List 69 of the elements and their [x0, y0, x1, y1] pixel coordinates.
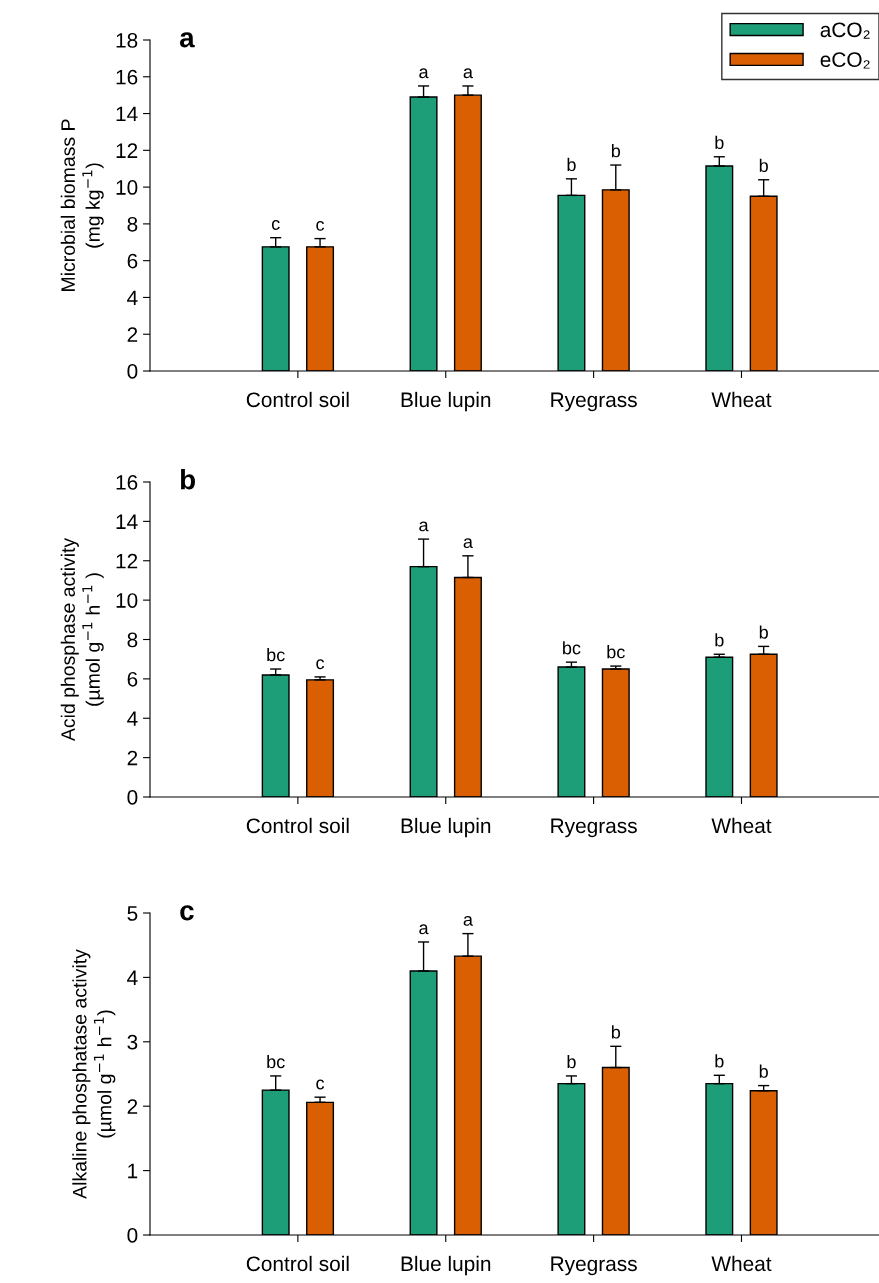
data-label: b: [759, 158, 768, 173]
y-tick-label: 10: [116, 593, 138, 608]
data-label: a: [419, 924, 429, 935]
y-tick-label: 2: [127, 1099, 138, 1114]
y-tick-label: 0: [127, 1228, 138, 1243]
x-tick-label: Control soil: [246, 817, 349, 834]
x-tick-label: Wheat: [711, 1255, 772, 1272]
y-tick-label: 6: [127, 253, 138, 269]
y-tick-label: 2: [127, 327, 138, 342]
data-label: bc: [267, 1054, 285, 1069]
y-tick-label: 2: [127, 750, 138, 766]
legend-label: aCO₂: [820, 22, 870, 39]
y-tick-label: 4: [127, 290, 138, 305]
x-tick-label: Ryegrass: [551, 818, 637, 838]
data-label: a: [463, 915, 473, 926]
x-tick-label: Control soil: [246, 1255, 349, 1272]
y-tick-label: 12: [116, 553, 138, 569]
data-label: a: [419, 521, 429, 532]
y-tick-label: 14: [116, 106, 138, 122]
x-tick-label: Control soil: [246, 391, 349, 408]
y-tick-label: 10: [116, 180, 138, 195]
y-axis-title: Microbial biomass P (mg kg$^{−1}$): [60, 119, 104, 291]
data-label: c: [316, 220, 325, 231]
data-label: b: [759, 625, 768, 639]
y-axis-title: Acid phosphase activity (µmol g$^{−1}$ h$^{−1}$ ): [60, 537, 104, 742]
x-tick-label: Wheat: [711, 391, 772, 408]
data-label: b: [715, 633, 724, 647]
legend-label: eCO₂: [820, 52, 870, 69]
x-tick-label: Blue lupin: [401, 1255, 491, 1276]
chart-title: b: [180, 469, 195, 490]
chart-title: c: [180, 905, 194, 921]
y-tick-label: 16: [116, 475, 138, 490]
data-label: a: [463, 68, 473, 79]
data-label: bc: [267, 648, 285, 662]
data-label: b: [567, 1054, 576, 1069]
data-label: a: [419, 68, 429, 79]
x-tick-label: Ryegrass: [551, 1256, 637, 1276]
y-tick-label: 18: [116, 33, 138, 48]
y-tick-label: 1: [128, 1163, 138, 1179]
data-label: b: [611, 144, 621, 158]
x-tick-label: Blue lupin: [401, 817, 491, 838]
data-label: b: [567, 157, 576, 172]
data-label: bc: [607, 645, 625, 659]
data-label: bc: [563, 641, 581, 655]
x-tick-label: Wheat: [711, 817, 772, 834]
chart-title: a: [179, 32, 195, 48]
data-label: c: [316, 1079, 325, 1090]
y-tick-label: 4: [127, 970, 138, 985]
x-tick-label: Blue lupin: [401, 391, 491, 412]
data-label: c: [271, 220, 280, 230]
y-tick-label: 5: [127, 906, 138, 921]
y-axis-title: Alkaline phosphatase activity (µmol g$^{−1}$ h$^{−1}$): [72, 949, 116, 1199]
y-tick-label: 8: [127, 632, 138, 648]
y-tick-label: 12: [116, 143, 138, 158]
data-label: b: [611, 1025, 621, 1039]
y-tick-label: 14: [116, 514, 138, 529]
y-tick-label: 4: [127, 711, 138, 726]
data-label: b: [715, 1054, 724, 1068]
x-tick-label: Ryegrass: [551, 392, 637, 412]
data-label: a: [463, 538, 473, 549]
y-tick-label: 0: [127, 364, 138, 379]
y-tick-label: 8: [127, 216, 138, 232]
data-label: b: [715, 135, 724, 150]
y-tick-label: 3: [127, 1034, 138, 1050]
y-tick-label: 6: [127, 671, 138, 687]
y-tick-label: 16: [116, 69, 138, 85]
y-tick-label: 0: [127, 790, 138, 805]
data-label: b: [759, 1064, 768, 1078]
data-label: c: [316, 659, 325, 670]
